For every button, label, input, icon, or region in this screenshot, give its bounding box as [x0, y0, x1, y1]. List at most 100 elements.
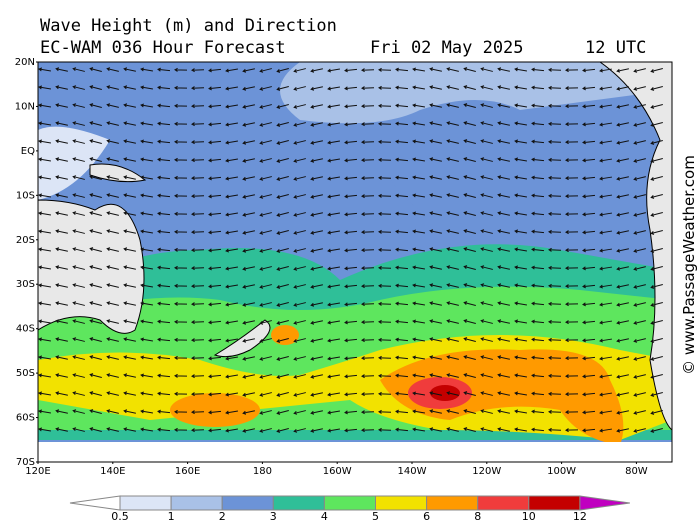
wave-arrow	[344, 122, 358, 127]
wave-arrow	[55, 319, 68, 324]
wave-arrow	[89, 409, 102, 414]
wave-arrow	[480, 175, 493, 180]
new-guinea	[89, 163, 147, 183]
wave-arrow	[548, 355, 562, 360]
wave-arrow	[225, 428, 239, 433]
wave-arrow	[106, 211, 119, 216]
wave-arrow	[395, 427, 409, 432]
wave-arrow	[344, 374, 358, 379]
wave-arrow	[429, 409, 442, 414]
wave-arrow	[361, 320, 375, 325]
wave-arrow	[123, 157, 136, 162]
wave-arrow	[446, 247, 459, 252]
wave-arrow	[463, 337, 476, 342]
wave-arrow	[327, 320, 341, 325]
wave-arrow	[276, 122, 289, 127]
wave-arrow	[174, 355, 188, 360]
wave-arrow	[514, 265, 527, 270]
wave-arrow	[429, 211, 442, 216]
wave-arrow	[446, 373, 459, 378]
wave-arrow	[565, 410, 579, 415]
wave-arrow	[548, 157, 562, 162]
wave-arrow	[548, 265, 562, 270]
wave-arrow	[72, 283, 85, 288]
wave-arrow	[123, 319, 136, 324]
wave-arrow	[225, 212, 239, 217]
wave-arrow	[497, 427, 510, 432]
lon-label: 120E	[25, 466, 50, 477]
wave-arrow	[89, 85, 102, 90]
wave-arrow	[378, 373, 392, 378]
wave-arrow	[582, 302, 596, 307]
wave-arrow	[463, 409, 476, 414]
wave-arrow	[55, 337, 68, 342]
wave-arrow	[497, 373, 510, 378]
colorbar-segment	[375, 495, 428, 511]
wave-arrow	[463, 85, 476, 90]
wave-arrow	[276, 320, 289, 325]
wave-arrow	[123, 283, 136, 288]
wave-arrow	[225, 320, 239, 325]
wave-arrow	[191, 86, 205, 91]
wave-arrow	[276, 248, 289, 253]
wave-arrow	[140, 409, 154, 414]
wave-arrow	[548, 247, 562, 252]
wave-arrow	[259, 122, 272, 127]
wave-arrow	[174, 193, 188, 198]
wave-arrow	[650, 68, 663, 73]
wave-arrow	[395, 121, 409, 126]
wave-arrow	[276, 302, 289, 307]
wave-arrow	[327, 230, 341, 235]
wave-arrow	[157, 229, 171, 234]
wave-arrow	[582, 284, 596, 289]
wave-arrow	[208, 248, 222, 253]
wave-arrow	[259, 284, 272, 289]
lat-label: 20N	[15, 57, 35, 68]
wave-arrow	[89, 283, 102, 288]
wave-arrow	[531, 247, 545, 252]
wave-arrow	[259, 428, 272, 433]
wave-arrow	[463, 427, 476, 432]
wave-arrow	[123, 229, 136, 234]
wave-arrow	[157, 85, 171, 90]
wave-arrow	[565, 194, 579, 199]
wave-arrow	[650, 248, 663, 253]
wave-arrow	[259, 104, 272, 109]
wave-arrow	[89, 319, 102, 324]
wave-arrow	[140, 211, 154, 216]
wave-arrow	[531, 337, 545, 342]
wave-arrow	[497, 103, 510, 108]
wave-arrow	[157, 265, 171, 270]
wave-arrow	[378, 229, 392, 234]
wave-arrow	[650, 212, 663, 217]
wave-arrow	[140, 103, 154, 108]
wave-arrow	[106, 157, 119, 162]
wave-arrow	[89, 211, 102, 216]
wave-arrow	[599, 356, 613, 361]
wave-arrow	[157, 301, 171, 306]
wave-arrow	[276, 428, 289, 433]
wave-arrow	[582, 248, 596, 253]
wave-arrow	[191, 176, 205, 181]
wave-arrow	[565, 428, 579, 433]
wave-arrow	[276, 176, 289, 181]
wave-arrow	[650, 392, 663, 397]
wave-arrow	[276, 230, 289, 235]
wave-arrow	[599, 410, 613, 415]
wave-arrow	[123, 391, 136, 396]
wave-arrow	[72, 139, 85, 144]
wave-arrow	[191, 140, 205, 145]
wave-arrow	[531, 121, 545, 126]
wave-arrow	[395, 301, 409, 306]
wave-arrow	[378, 193, 392, 198]
wave-arrow	[463, 103, 476, 108]
lat-label: 60S	[16, 413, 35, 424]
wave-arrow	[395, 139, 409, 144]
wave-arrow	[548, 301, 562, 306]
wave-arrow	[38, 391, 51, 396]
wave-arrow	[89, 157, 102, 162]
lat-label: 10N	[15, 101, 35, 112]
wave-arrow	[140, 85, 154, 90]
wave-arrow	[480, 409, 493, 414]
wave-arrow	[123, 175, 136, 180]
